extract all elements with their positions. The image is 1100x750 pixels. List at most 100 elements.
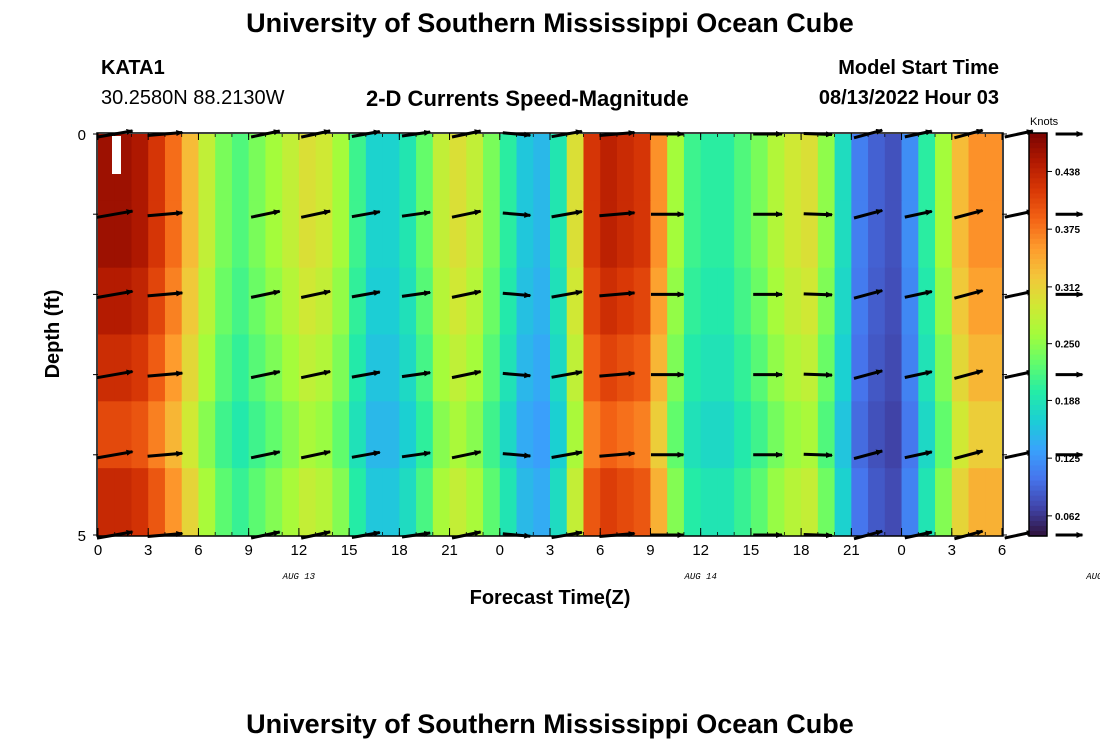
current-vector-arrow xyxy=(451,289,482,299)
heatmap-cell xyxy=(884,134,903,202)
heatmap-cell xyxy=(98,401,116,469)
heatmap-cell xyxy=(667,334,685,402)
heatmap-cell xyxy=(516,134,534,202)
heatmap-cell xyxy=(298,334,317,402)
current-vector-arrow xyxy=(351,370,381,379)
heatmap-cell xyxy=(265,334,283,402)
colorbar-band xyxy=(1029,369,1047,376)
heatmap-cell xyxy=(332,334,350,402)
heatmap-cell xyxy=(114,468,133,536)
station-coordinates: 30.2580N 88.2130W xyxy=(101,87,285,109)
heatmap-cell xyxy=(767,134,785,202)
colorbar-band xyxy=(1029,223,1047,230)
heatmap-cell xyxy=(98,267,116,336)
heatmap-cell xyxy=(600,267,618,336)
heatmap-cell xyxy=(817,401,836,469)
footer-title: University of Southern Mississippi Ocean… xyxy=(246,709,854,739)
colorbar-band xyxy=(1029,138,1047,144)
heatmap-cell xyxy=(884,468,903,536)
current-vector-arrow xyxy=(1004,289,1034,299)
heatmap-cell xyxy=(382,200,400,269)
heatmap-cell xyxy=(399,267,417,336)
colorbar-band xyxy=(1029,500,1047,507)
x-tick-label: 0 xyxy=(94,542,102,559)
heatmap-cell xyxy=(868,401,886,469)
x-tick-label: 15 xyxy=(341,542,358,559)
colorbar-tick-label: 0.250 xyxy=(1055,340,1080,351)
current-vector-arrow xyxy=(502,291,532,299)
heatmap-cell xyxy=(650,134,668,202)
date-label: AUG 13 xyxy=(282,572,316,582)
heatmap-cell xyxy=(985,334,1002,402)
current-vector-arrow xyxy=(803,452,833,459)
heatmap-cell xyxy=(248,200,267,269)
heatmap-cell xyxy=(181,267,200,336)
heatmap-cell xyxy=(633,468,652,536)
heatmap-cell xyxy=(248,134,267,202)
current-vector-arrow xyxy=(803,371,833,378)
current-vector-arrow xyxy=(803,211,833,218)
heatmap-cell xyxy=(499,200,518,269)
heatmap-cell xyxy=(851,200,869,269)
heatmap-cell xyxy=(181,134,200,202)
heatmap-cell xyxy=(466,267,484,336)
heatmap-cell xyxy=(416,267,434,336)
heatmap-cell xyxy=(265,468,283,536)
heatmap-cell xyxy=(784,267,802,336)
heatmap-cell xyxy=(282,468,300,536)
current-vector-arrow xyxy=(96,449,134,460)
current-vector-arrow xyxy=(1004,450,1034,460)
current-vector-arrow xyxy=(904,289,933,299)
date-label: AUG 14 xyxy=(683,572,716,582)
heatmap-cell xyxy=(935,267,953,336)
current-vector-arrow xyxy=(954,289,984,300)
current-vector-arrow xyxy=(551,450,583,459)
colorbar-band xyxy=(1029,193,1047,200)
x-tick-label: 21 xyxy=(441,542,458,559)
colorbar-band xyxy=(1029,294,1047,300)
current-vector-arrow xyxy=(351,450,381,459)
colorbar-band xyxy=(1029,505,1047,512)
heatmap-cell xyxy=(315,334,333,402)
heatmap-cell xyxy=(516,334,534,402)
heatmap-cell xyxy=(667,134,685,202)
colorbar-band xyxy=(1029,480,1047,487)
heatmap-cell xyxy=(483,401,501,469)
heatmap-cell xyxy=(868,468,886,536)
heatmap-cell xyxy=(198,134,216,202)
current-vector-arrow xyxy=(250,450,281,460)
current-vector-arrow xyxy=(954,369,984,380)
heatmap-cell xyxy=(683,401,702,469)
heatmap-cell xyxy=(416,401,434,469)
heatmap-cell xyxy=(298,401,317,469)
heatmap-cell xyxy=(616,468,635,536)
x-tick-label: 9 xyxy=(244,542,252,559)
x-tick-label: 0 xyxy=(897,542,905,559)
heatmap-cell xyxy=(483,267,501,336)
colorbar-tick-label: 0.062 xyxy=(1055,512,1080,523)
heatmap-cell xyxy=(533,334,551,402)
heatmap-cell xyxy=(131,200,149,269)
heatmap-cell xyxy=(332,401,350,469)
heatmap-cell xyxy=(550,334,568,402)
heatmap-cell xyxy=(265,200,283,269)
current-vector-arrow xyxy=(551,209,583,219)
current-vector-arrow xyxy=(599,290,636,298)
colorbar-band xyxy=(1029,218,1047,225)
heatmap-cell xyxy=(600,134,618,202)
current-vector-arrow xyxy=(300,289,332,299)
heatmap-cell xyxy=(918,267,936,336)
heatmap-cell xyxy=(164,267,183,336)
colorbar-band xyxy=(1029,374,1047,381)
colorbar-band xyxy=(1029,339,1047,346)
colorbar-band xyxy=(1029,399,1047,406)
colorbar-band xyxy=(1029,143,1047,149)
heatmap-cell xyxy=(533,468,551,536)
heatmap-cell xyxy=(499,468,518,536)
heatmap-cell xyxy=(868,200,886,269)
heatmap-cell xyxy=(985,200,1002,269)
heatmap-cell xyxy=(650,334,668,402)
heatmap-cell xyxy=(466,134,484,202)
current-vector-arrow xyxy=(954,449,984,461)
colorbar-band xyxy=(1029,203,1047,210)
